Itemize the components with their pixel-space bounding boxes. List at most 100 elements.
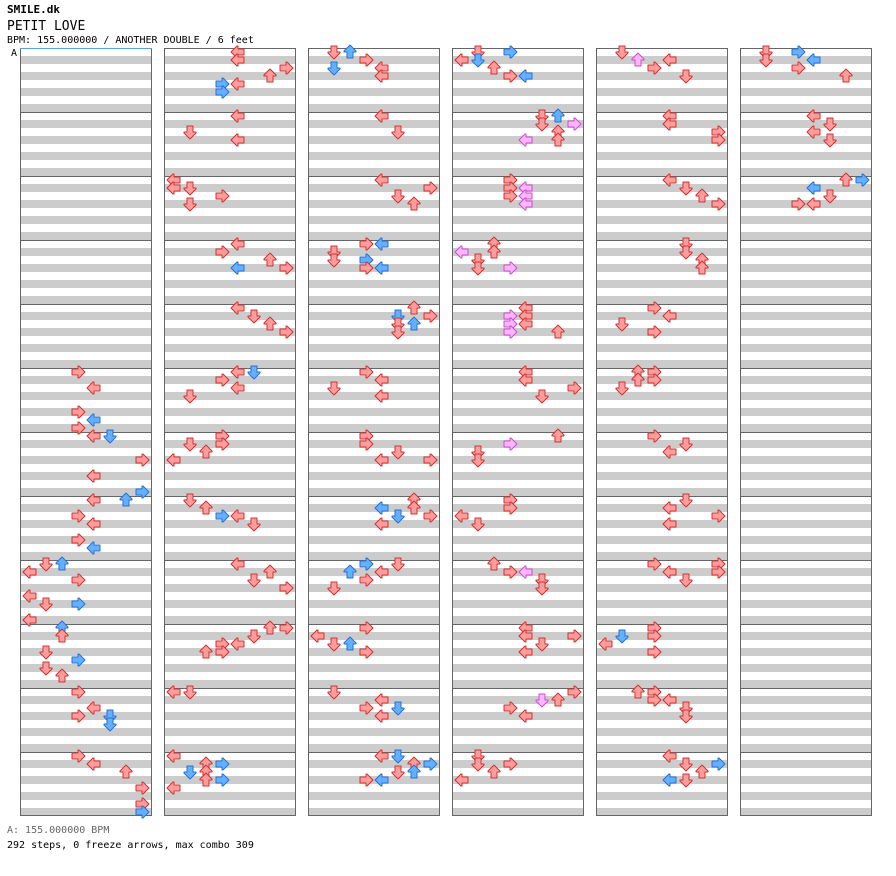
beat-stripe [596, 280, 728, 288]
beat-stripe [596, 616, 728, 624]
beat-stripe [308, 744, 440, 752]
beat-stripe [596, 264, 728, 272]
step-arrow [86, 517, 101, 531]
step-arrow [615, 629, 629, 644]
beat-stripe [164, 72, 296, 80]
beat-stripe [308, 568, 440, 576]
beat-stripe [596, 296, 728, 304]
beat-stripe [740, 472, 872, 480]
step-arrow [454, 53, 469, 67]
beat-stripe [164, 200, 296, 208]
step-arrow [551, 132, 565, 147]
beat-stripe [308, 376, 440, 384]
step-arrow [359, 557, 374, 571]
beat-stripe [308, 88, 440, 96]
beat-stripe [740, 520, 872, 528]
step-arrow [279, 61, 294, 75]
step-arrow [647, 301, 662, 315]
beat-stripe [164, 216, 296, 224]
step-arrow [86, 757, 101, 771]
step-arrow [71, 709, 86, 723]
beat-stripe [20, 472, 152, 480]
step-arrow [71, 405, 86, 419]
step-arrow [679, 69, 693, 84]
step-arrow [183, 437, 197, 452]
beat-stripe [452, 72, 584, 80]
step-arrow [806, 109, 821, 123]
beat-stripe [452, 616, 584, 624]
beat-stripe [164, 184, 296, 192]
step-arrow [215, 189, 230, 203]
beat-stripe [740, 344, 872, 352]
beat-stripe [452, 360, 584, 368]
step-arrow [103, 717, 117, 732]
step-arrow [39, 661, 53, 676]
beat-stripe [740, 744, 872, 752]
beat-stripe [740, 56, 872, 64]
beat-stripe [164, 248, 296, 256]
step-arrow [423, 181, 438, 195]
step-arrow [183, 493, 197, 508]
beat-stripe [164, 104, 296, 112]
beat-stripe [452, 200, 584, 208]
column-border [740, 48, 872, 816]
beat-stripe [452, 600, 584, 608]
beat-stripe [20, 552, 152, 560]
step-arrow [518, 373, 533, 387]
beat-stripe [308, 328, 440, 336]
beat-stripe [452, 536, 584, 544]
beat-stripe [20, 584, 152, 592]
bpm-legend: A: 155.000000 BPM [7, 825, 110, 836]
step-arrow [230, 237, 245, 251]
step-arrow [215, 645, 230, 659]
step-arrow [215, 85, 230, 99]
step-arrow [230, 133, 245, 147]
step-arrow [503, 701, 518, 715]
step-arrow [183, 197, 197, 212]
beat-stripe [596, 312, 728, 320]
beat-stripe [596, 392, 728, 400]
beat-stripe [164, 328, 296, 336]
step-arrow [518, 133, 533, 147]
step-arrow [230, 109, 245, 123]
step-arrow [423, 509, 438, 523]
step-arrow [359, 261, 374, 275]
beat-stripe [740, 312, 872, 320]
beat-stripe [308, 184, 440, 192]
step-arrow [662, 749, 677, 763]
step-arrow [22, 613, 37, 627]
beat-stripe [164, 568, 296, 576]
chart-column [308, 48, 440, 816]
step-arrow [230, 637, 245, 651]
beat-stripe [308, 56, 440, 64]
beat-stripe [308, 248, 440, 256]
beat-stripe [596, 648, 728, 656]
beat-stripe [452, 392, 584, 400]
beat-stripe [20, 632, 152, 640]
beat-stripe [164, 360, 296, 368]
step-arrow [535, 117, 549, 132]
step-arrow [551, 324, 565, 339]
step-arrow [215, 373, 230, 387]
beat-stripe [164, 520, 296, 528]
step-arrow [518, 709, 533, 723]
beat-stripe [164, 680, 296, 688]
step-arrow [391, 557, 405, 572]
beat-stripe [164, 424, 296, 432]
beat-stripe [452, 712, 584, 720]
step-arrow [662, 53, 677, 67]
step-arrow [279, 261, 294, 275]
beat-stripe [452, 408, 584, 416]
beat-stripe [164, 168, 296, 176]
step-arrow [551, 692, 565, 707]
beat-stripe [740, 760, 872, 768]
step-arrow [407, 316, 421, 331]
step-arrow [119, 492, 133, 507]
beat-stripe [740, 616, 872, 624]
beat-stripe [164, 408, 296, 416]
beat-stripe [164, 280, 296, 288]
beat-stripe [308, 168, 440, 176]
step-arrow [391, 509, 405, 524]
beat-stripe [20, 200, 152, 208]
